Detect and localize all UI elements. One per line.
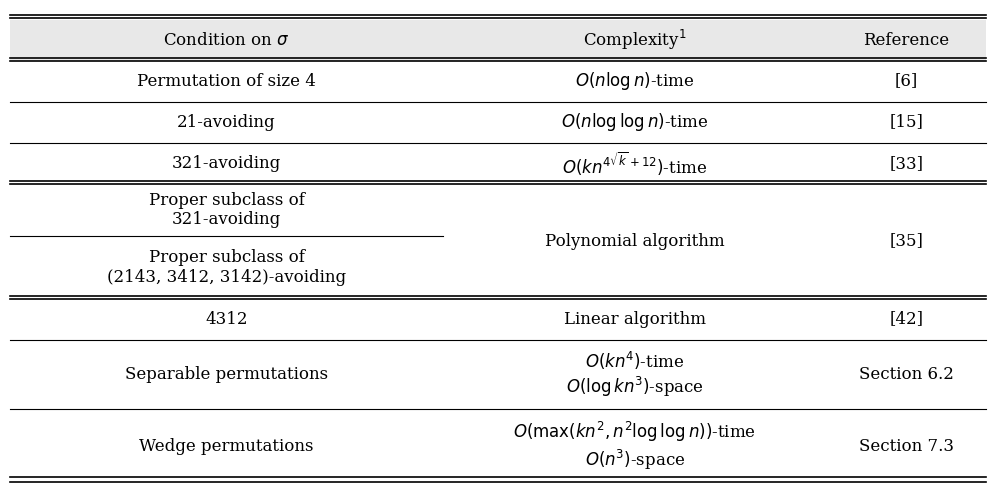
Text: Proper subclass of
321-avoiding: Proper subclass of 321-avoiding	[148, 192, 305, 228]
Text: [6]: [6]	[894, 73, 918, 90]
Text: Section 7.3: Section 7.3	[859, 438, 954, 455]
Text: Section 6.2: Section 6.2	[859, 366, 954, 383]
Bar	[10, 20, 986, 61]
Text: Permutation of size 4: Permutation of size 4	[137, 73, 316, 90]
Text: Condition on $\sigma$: Condition on $\sigma$	[163, 32, 290, 48]
Text: $O(kn^4)$-time
$O(\log kn^3)$-space: $O(kn^4)$-time $O(\log kn^3)$-space	[566, 349, 704, 399]
Text: Polynomial algorithm: Polynomial algorithm	[545, 233, 725, 249]
Text: Proper subclass of
(2143, 3412, 3142)-avoiding: Proper subclass of (2143, 3412, 3142)-av…	[107, 249, 347, 285]
Text: $O(\max(kn^2, n^2\log\log n))$-time
$O(n^3)$-space: $O(\max(kn^2, n^2\log\log n))$-time $O(n…	[514, 420, 756, 472]
Text: [42]: [42]	[889, 310, 923, 327]
Text: Reference: Reference	[864, 32, 949, 48]
Text: 21-avoiding: 21-avoiding	[177, 114, 276, 131]
Text: 321-avoiding: 321-avoiding	[172, 155, 281, 172]
Text: [33]: [33]	[889, 155, 923, 172]
Text: [15]: [15]	[889, 114, 923, 131]
Text: [35]: [35]	[889, 233, 923, 249]
Text: Wedge permutations: Wedge permutations	[139, 438, 314, 455]
Text: $O(n\log n)$-time: $O(n\log n)$-time	[575, 70, 695, 92]
Text: Separable permutations: Separable permutations	[125, 366, 328, 383]
Text: $O(kn^{4\sqrt{k}+12})$-time: $O(kn^{4\sqrt{k}+12})$-time	[563, 150, 707, 177]
Text: Complexity$^1$: Complexity$^1$	[583, 28, 687, 52]
Text: Linear algorithm: Linear algorithm	[564, 310, 706, 327]
Text: $O(n\log\log n)$-time: $O(n\log\log n)$-time	[561, 111, 709, 133]
Text: 4312: 4312	[205, 310, 248, 327]
